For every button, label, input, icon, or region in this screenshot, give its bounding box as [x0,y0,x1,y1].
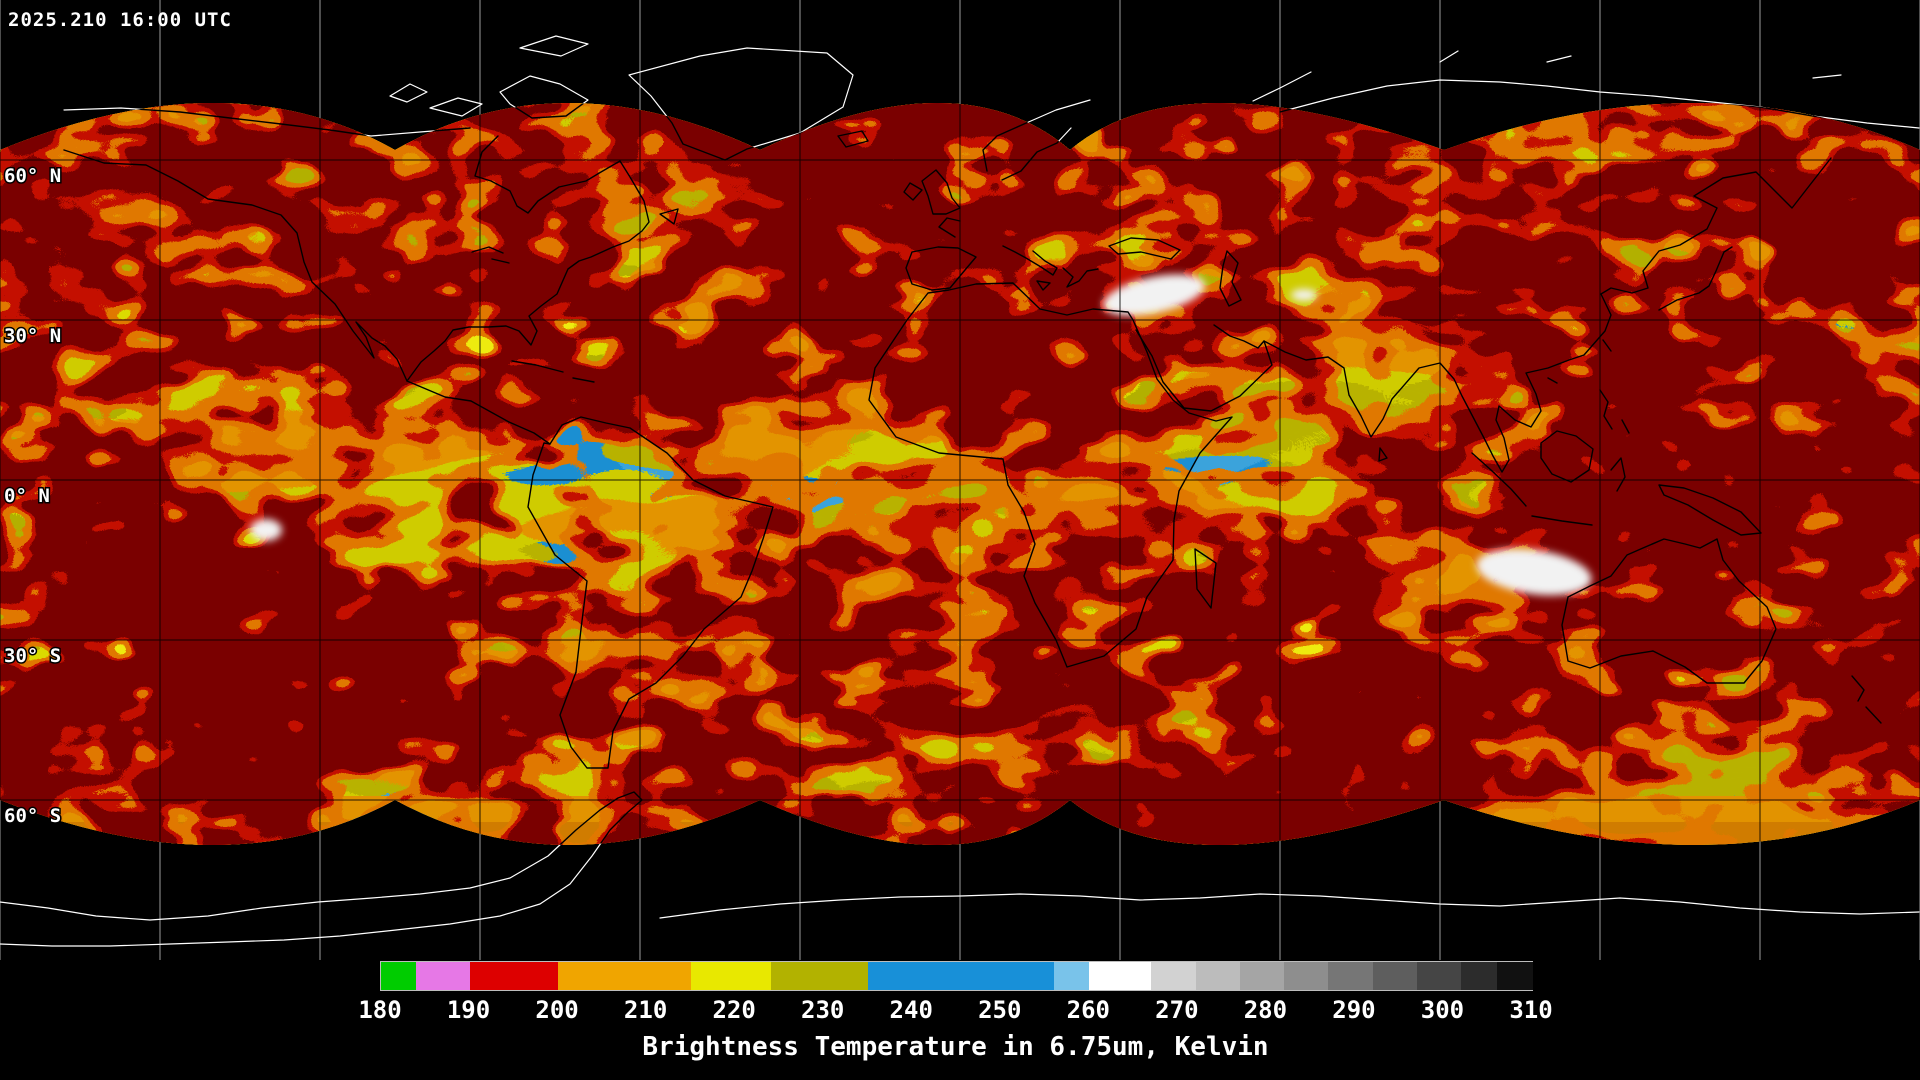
colorbar-tick-label: 270 [1155,996,1199,1024]
timestamp: 2025.210 16:00 UTC [8,9,232,31]
world-map: 60° N 30° N 0° N 30° S 60° S 2025.210 16:00 … [0,0,1920,960]
colorbar-segment [1284,962,1329,990]
colorbar-tick-label: 290 [1332,996,1376,1024]
colorbar-tick-label: 210 [623,996,668,1024]
colorbar-segment [867,962,1055,990]
colorbar-tick-labels: 180 190 200 210 220 230 240 250 260 270 280 290 300 3… [358,996,1552,1024]
latitude-label: 60° N [4,165,61,187]
colorbar-tick-label: 180 [358,996,402,1024]
colorbar-segment [1089,962,1152,990]
colorbar-tick-label: 200 [535,996,579,1024]
colorbar-tick-label: 220 [712,996,756,1024]
colorbar-tick-label: 280 [1243,996,1288,1024]
colorbar-segment [381,962,417,990]
colorbar-segment [690,962,772,990]
latitude-label: 30° S [4,645,61,667]
colorbar-tick-label: 190 [446,996,491,1024]
latitude-label: 0° N [4,485,50,507]
colorbar-segment [1053,962,1090,990]
colorbar-tick-label: 260 [1066,996,1110,1024]
colorbar-segment [416,962,471,990]
colorbar-segment [1372,962,1418,990]
colorbar-tick-label: 250 [978,996,1022,1024]
colorbar-tick-label: 310 [1509,996,1553,1024]
colorbar-caption: Brightness Temperature in 6.75um, Kelvin [642,1032,1269,1062]
colorbar-segment [1151,962,1197,990]
colorbar-segment [558,962,692,990]
colorbar-segment [1239,962,1285,990]
colorbar-segment [1461,962,1498,990]
colorbar-segment [1328,962,1374,990]
colorbar-tick-label: 240 [889,996,933,1024]
colorbar-segment [770,962,869,990]
colorbar-tick-label: 230 [801,996,845,1024]
latitude-label: 60° S [4,805,61,827]
colorbar-segment [1416,962,1462,990]
colorbar-segment [469,962,559,990]
colorbar-segments [381,962,1533,990]
latitude-labels: 60° N 30° N 0° N 30° S 60° S [3,164,63,829]
latitude-label: 30° N [4,325,61,347]
colorbar-segment [1195,962,1241,990]
colorbar-tick-label: 300 [1420,996,1465,1024]
graticule [0,103,1920,845]
colorbar [380,961,1533,991]
colorbar-segment [1496,962,1533,990]
dry-air-white-patches [250,274,1592,596]
